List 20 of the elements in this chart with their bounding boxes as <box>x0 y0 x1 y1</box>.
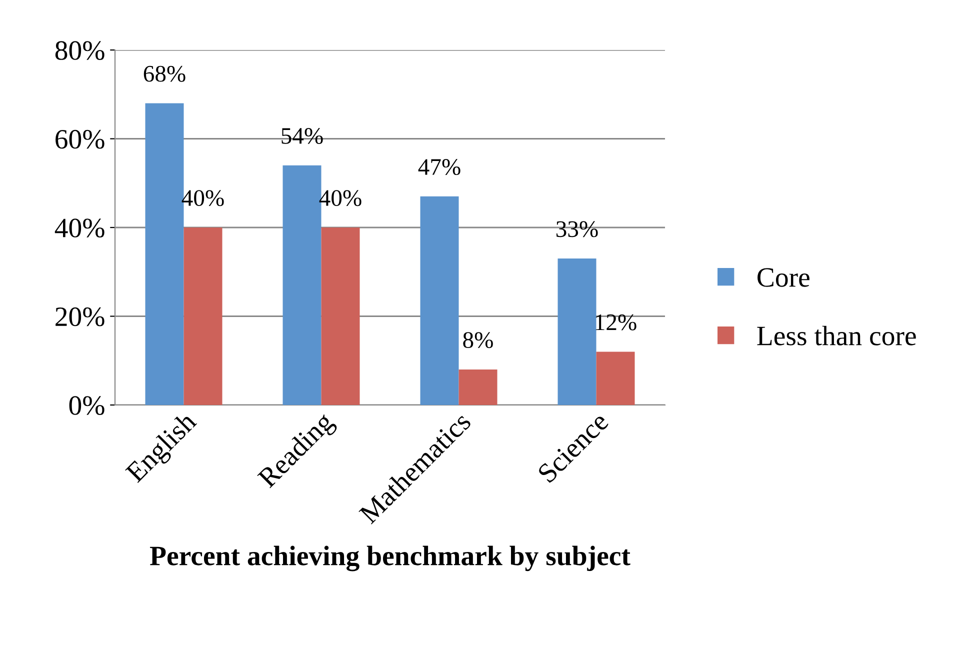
legend-label: Less than core <box>757 326 916 346</box>
data-label: 33% <box>556 221 598 238</box>
y-tick-label: 20% <box>56 307 104 326</box>
x-axis-title: Percent achieving benchmark by subject <box>150 546 630 572</box>
bar <box>558 258 596 405</box>
y-tick-label: 60% <box>56 130 104 149</box>
y-tick-label: 0% <box>69 396 104 415</box>
data-label: 47% <box>418 159 460 176</box>
data-label: 68% <box>144 66 186 82</box>
bar <box>321 228 360 405</box>
bar <box>596 352 635 405</box>
bar <box>184 228 222 405</box>
data-label: 54% <box>282 128 323 144</box>
bar <box>420 196 459 405</box>
bar <box>458 370 498 405</box>
y-tick-label: 80% <box>55 41 104 60</box>
data-label: 12% <box>596 314 636 330</box>
legend-label: Core <box>758 268 810 287</box>
data-label: 8% <box>463 332 493 348</box>
y-tick-label: 40% <box>54 218 104 238</box>
